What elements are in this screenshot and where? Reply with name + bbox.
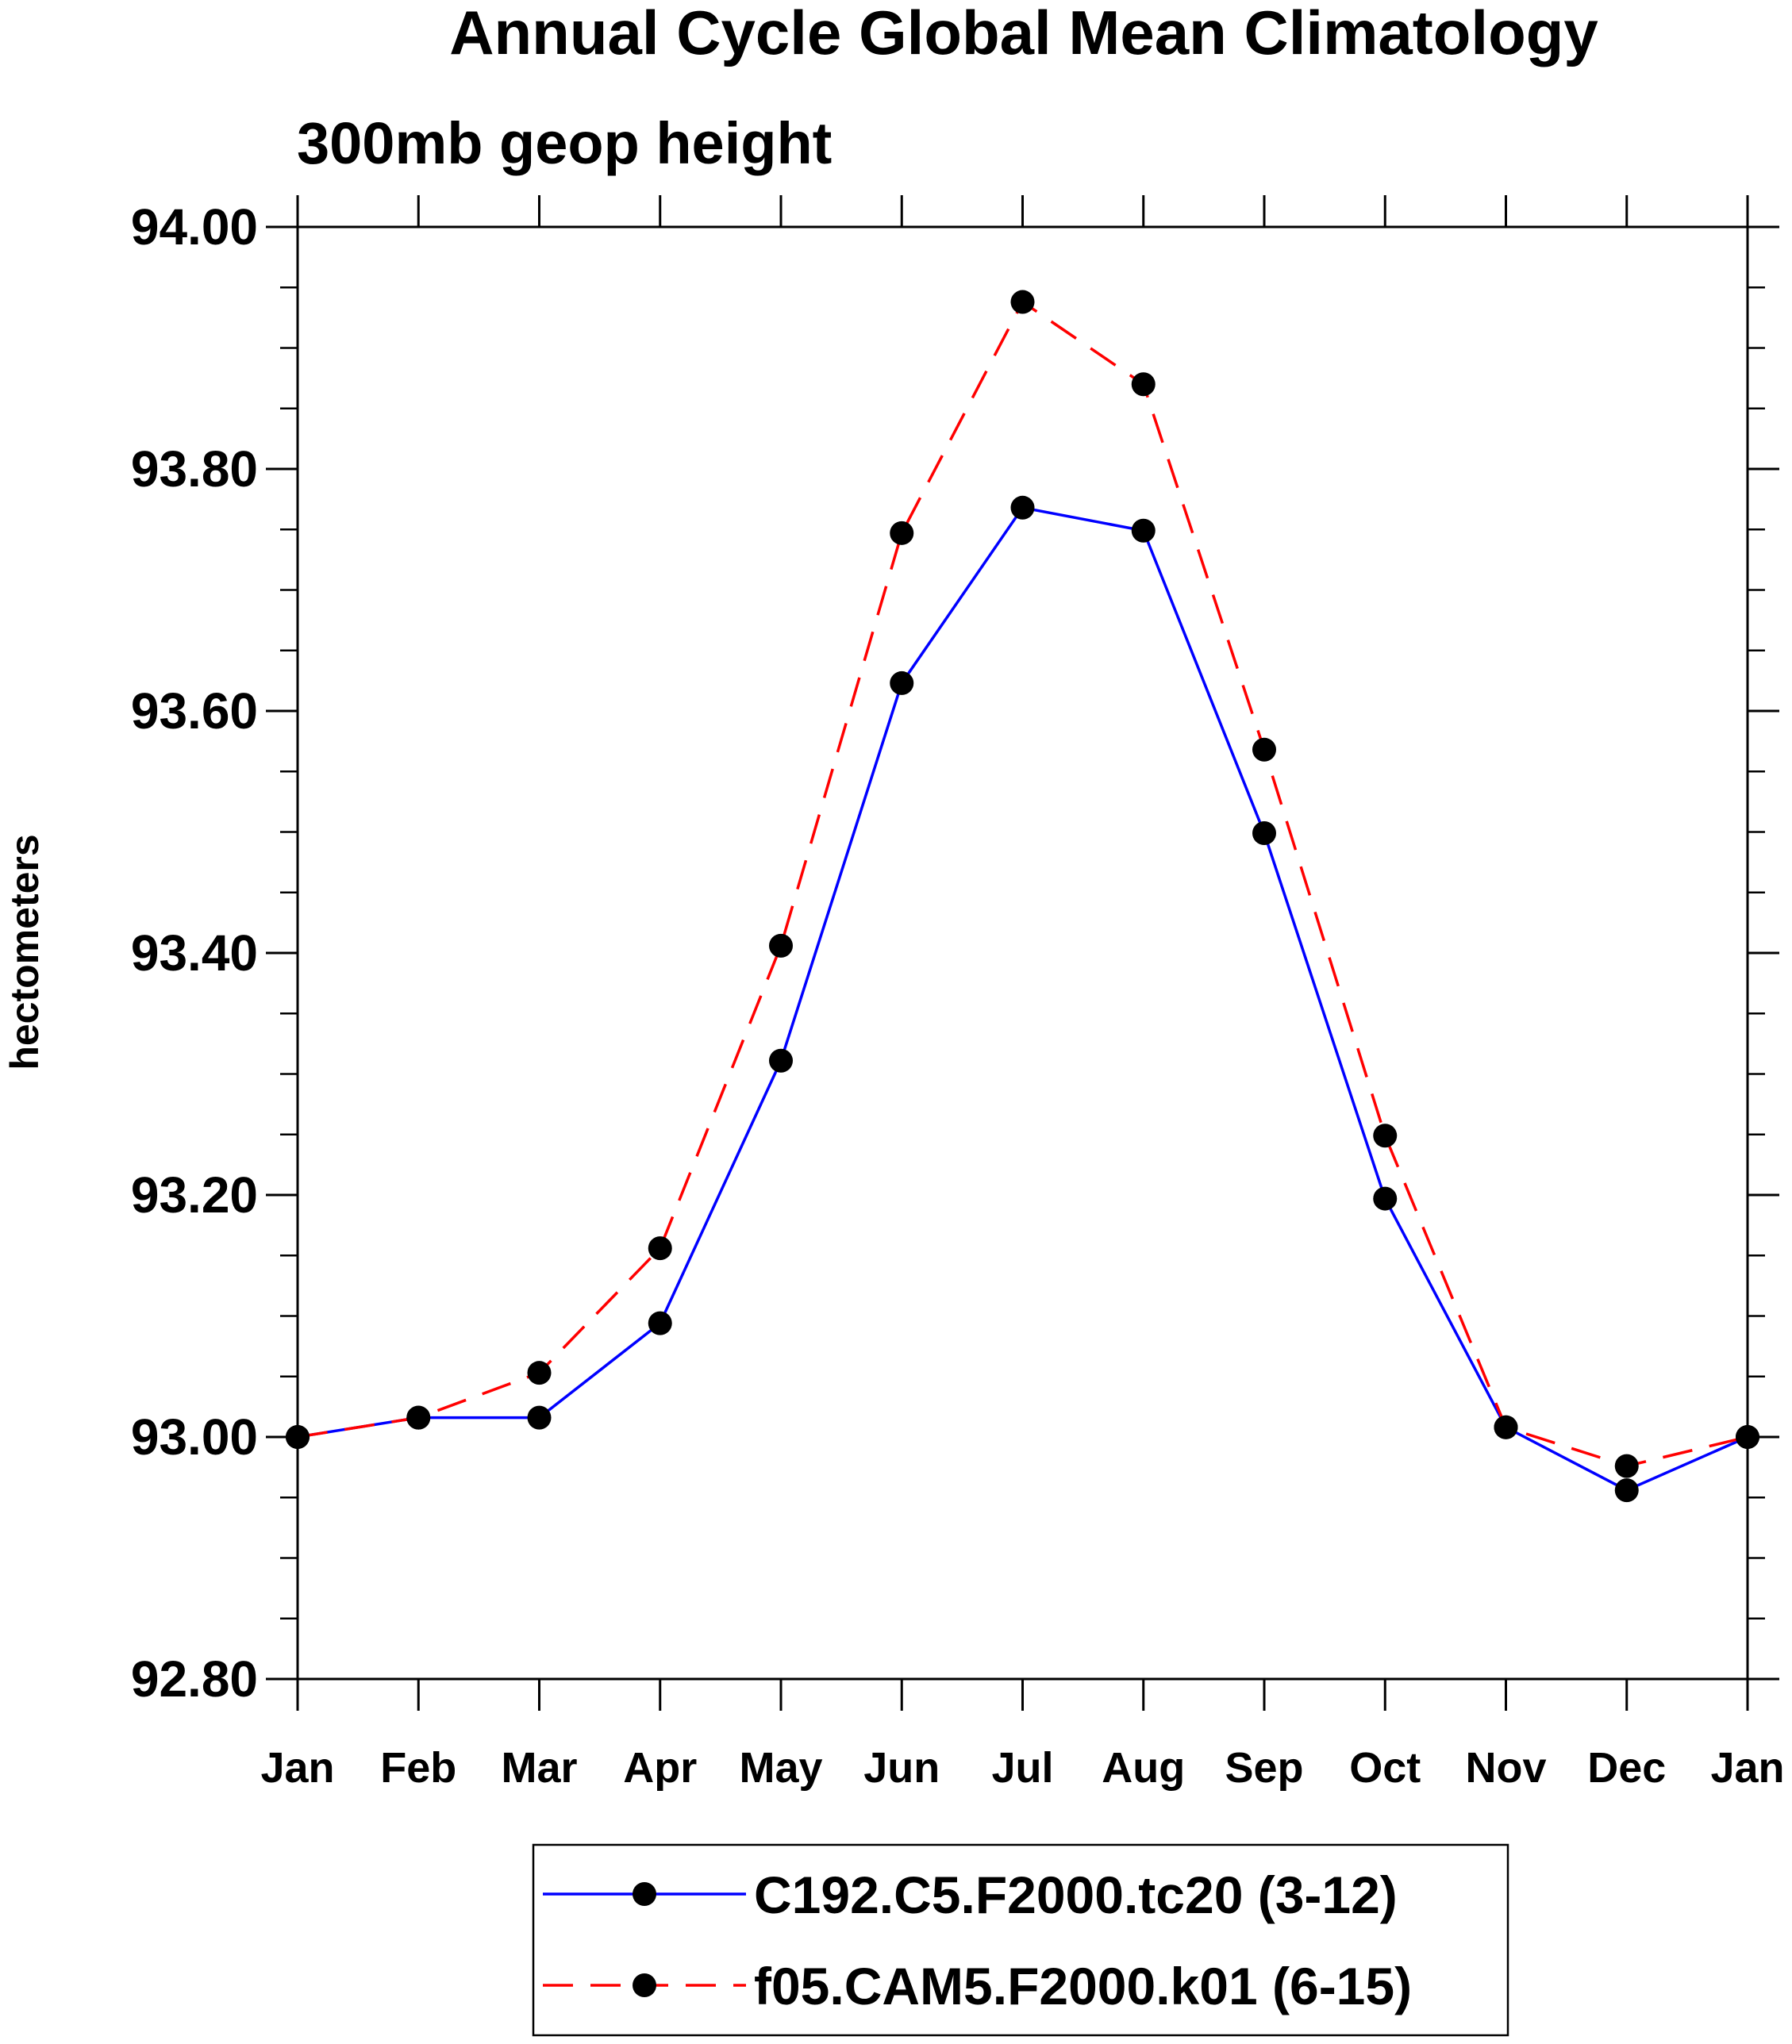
legend: C192.C5.F2000.tc20 (3-12) f05.CAM5.F2000.…: [532, 1843, 1509, 2037]
y-tick-label: 93.00: [131, 1408, 258, 1466]
legend-label-2: f05.CAM5.F2000.k01 (6-15): [754, 1957, 1412, 2015]
series-2-point: [648, 1236, 672, 1261]
series-1-point: [648, 1311, 672, 1335]
y-tick-label: 93.60: [131, 682, 258, 740]
plot-frame: [296, 225, 1749, 1681]
series-1-point: [890, 670, 914, 695]
y-axis-label: hectometers: [2, 834, 47, 1070]
series-2-point: [527, 1361, 552, 1385]
x-tick-label: Dec: [1587, 1744, 1666, 1792]
series-2-point: [406, 1405, 431, 1430]
x-tick-label: May: [739, 1744, 822, 1792]
series-1-point: [1373, 1186, 1398, 1211]
series-2-point: [769, 933, 793, 958]
series-line-2: [297, 299, 1748, 1468]
series-1-point: [1614, 1478, 1639, 1503]
series-2-point: [1614, 1454, 1639, 1478]
x-tick-label: Oct: [1349, 1744, 1421, 1792]
y-tick-label: 93.80: [131, 440, 258, 498]
x-tick-label: Sep: [1225, 1744, 1303, 1792]
series-2-point: [1494, 1415, 1518, 1439]
y-tick-label: 93.40: [131, 924, 258, 982]
x-tick-label: Nov: [1465, 1744, 1546, 1792]
series-2-point: [1252, 737, 1276, 762]
x-tick-label: Apr: [623, 1744, 697, 1792]
chart-title: Annual Cycle Global Mean Climatology: [449, 0, 1598, 67]
legend-label-1: C192.C5.F2000.tc20 (3-12): [754, 1865, 1398, 1924]
series-2-point: [286, 1425, 310, 1449]
x-tick-label: Feb: [380, 1744, 456, 1792]
x-tick-label: Jan: [1710, 1744, 1784, 1792]
series-line-1: [297, 505, 1748, 1493]
x-tick-label: Jun: [863, 1744, 940, 1792]
series-2-point: [890, 521, 914, 545]
series-1-point: [1131, 518, 1156, 543]
series-2-point: [1131, 372, 1156, 397]
series-2-point: [1736, 1425, 1759, 1449]
x-tick-label: Jul: [991, 1744, 1053, 1792]
legend-swatch-marker-1: [633, 1882, 656, 1906]
legend-swatch-marker-2: [633, 1973, 656, 1997]
series-2-point: [1010, 290, 1035, 314]
y-tick-label: 93.20: [131, 1166, 258, 1224]
chart-subtitle: 300mb geop height: [297, 110, 832, 176]
series-1-point: [527, 1405, 552, 1430]
series-1-point: [769, 1048, 793, 1073]
x-tick-label: Jan: [260, 1744, 334, 1792]
y-tick-label: 92.80: [131, 1650, 258, 1708]
y-tick-label: 94.00: [131, 198, 258, 256]
series-1-point: [1010, 495, 1035, 520]
legend-box: [532, 1843, 1509, 2037]
plot-area: Jan Feb Mar Apr May Jun Jul Aug Sep Oct Nov Dec Jan9…: [131, 195, 1785, 1792]
x-tick-label: Aug: [1102, 1744, 1185, 1792]
series-1-point: [1252, 821, 1276, 846]
series-2-point: [1373, 1124, 1398, 1148]
x-tick-label: Mar: [501, 1744, 577, 1792]
